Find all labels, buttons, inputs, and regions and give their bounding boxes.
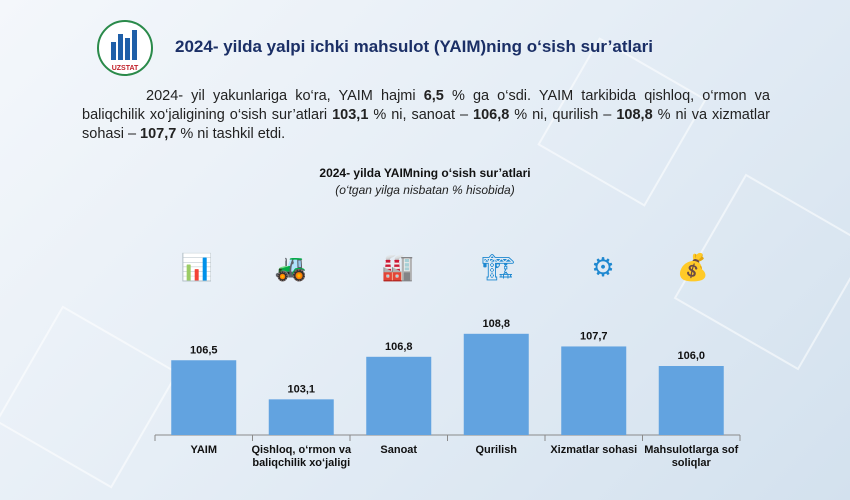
paragraph-segment: % ni va xizmatlar sohasi –	[82, 107, 770, 142]
chart-subtitle: (o‘tgan yilga nisbatan % hisobida)	[335, 183, 515, 197]
category-label: soliqlar	[672, 457, 712, 469]
services-gear-icon: ⚙	[591, 252, 615, 282]
category-label: YAIM	[191, 444, 218, 456]
construction-excavator-icon: 🏗	[481, 252, 515, 282]
bar	[658, 366, 724, 435]
data-label: 106,0	[677, 350, 705, 362]
data-label: 106,8	[385, 341, 413, 353]
paragraph-segment: % ni tashkil etdi.	[176, 126, 286, 142]
category-label: baliqchilik xo‘jaligi	[252, 457, 350, 469]
bar	[171, 360, 237, 435]
category-label: Xizmatlar sohasi	[550, 444, 637, 456]
data-label: 106,5	[190, 344, 218, 356]
category-label: Sanoat	[380, 444, 417, 456]
paragraph-segment: 107,7	[140, 126, 177, 142]
paragraph-segment: 106,8	[473, 107, 510, 123]
logo-text: UZSTAT	[111, 65, 139, 72]
paragraph-segment: % ga o‘sdi. YAIM tarkibida qishloq, o‘rm…	[82, 88, 770, 123]
paragraph-segment: 108,8	[616, 107, 653, 123]
paragraph-segment: 2024- yil yakunlariga ko‘ra, YAIM hajmi	[146, 88, 424, 104]
paragraph-segment: 6,5	[423, 88, 444, 104]
summary-paragraph: 2024- yil yakunlariga ko‘ra, YAIM hajmi …	[82, 87, 770, 144]
bar	[366, 356, 432, 435]
uzstat-logo: UZSTAT	[97, 20, 153, 76]
bar	[561, 346, 627, 435]
paragraph-segment: 103,1	[332, 107, 369, 123]
agriculture-tractor-icon: 🚜	[274, 252, 308, 282]
chart-title: 2024- yilda YAIMning o‘sish sur’atlari	[319, 166, 531, 180]
category-label: Mahsulotlarga sof	[644, 444, 738, 456]
factory-icon: 🏭	[381, 252, 415, 282]
tax-coins-icon: 💰	[676, 252, 710, 282]
bar	[268, 399, 334, 435]
bar	[463, 333, 529, 435]
paragraph-segment: % ni, qurilish –	[509, 107, 617, 123]
data-label: 108,8	[482, 318, 510, 330]
economy-chart-icon: 📊	[180, 252, 214, 282]
page-title: 2024- yilda yalpi ichki mahsulot (YAIM)n…	[175, 37, 654, 56]
category-label: Qurilish	[475, 444, 517, 456]
category-label: Qishloq, o‘rmon va	[251, 444, 352, 456]
data-label: 103,1	[287, 383, 315, 395]
paragraph-segment: % ni, sanoat –	[368, 107, 474, 123]
data-label: 107,7	[580, 330, 608, 342]
